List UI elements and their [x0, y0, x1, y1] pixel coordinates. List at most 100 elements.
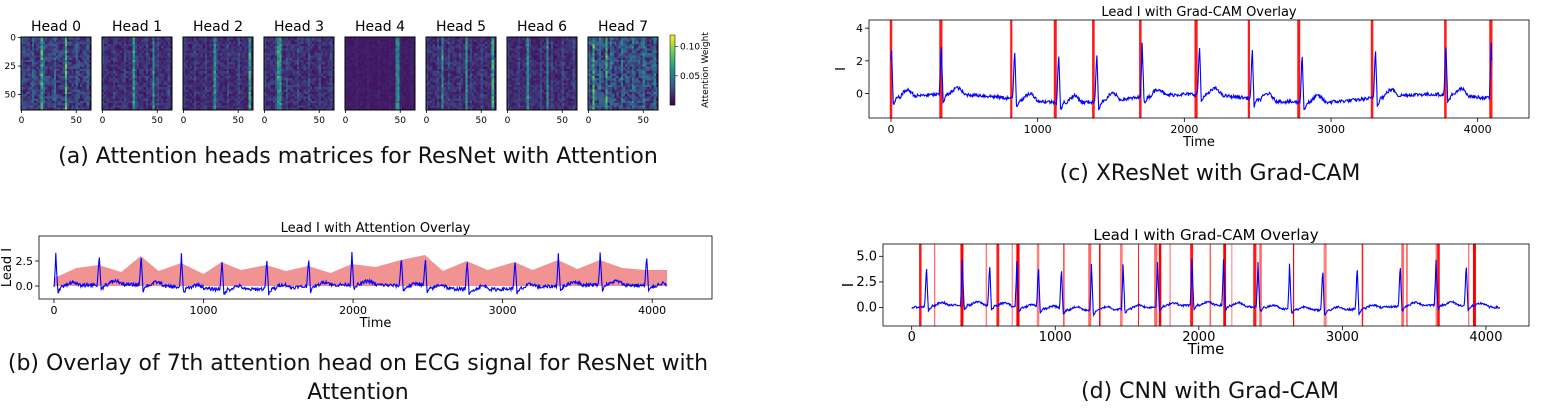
heatmap-cell — [34, 105, 37, 109]
heatmap-cell — [42, 62, 46, 65]
heatmap-cell — [200, 82, 203, 86]
heatmap-cell — [112, 46, 116, 49]
heatmap-cell — [303, 41, 306, 45]
heatmap-cell — [123, 94, 127, 97]
heatmap-cell — [165, 71, 168, 74]
heatmap-cell — [377, 41, 381, 45]
heatmap-cell — [117, 46, 120, 49]
heatmap-cell — [69, 55, 72, 58]
heatmap-cell — [246, 80, 249, 83]
heatmap-cell — [163, 52, 166, 56]
heatmap-cell — [204, 62, 208, 65]
heatmap-cell — [213, 64, 217, 67]
heatmap-cell — [117, 50, 120, 54]
heatmap-cell — [139, 64, 142, 67]
heatmap-cell — [137, 43, 140, 47]
heatmap-cell — [375, 71, 379, 74]
heatmap-cell — [193, 64, 197, 67]
heatmap-cell — [165, 48, 168, 51]
heatmap-cell — [268, 80, 271, 83]
heatmap-cell — [331, 39, 335, 42]
heatmap-cell — [71, 39, 74, 42]
heatmap-cell — [369, 80, 372, 83]
heatmap-cell — [130, 39, 133, 42]
heatmap-cell — [292, 98, 295, 102]
heatmap-cell — [152, 46, 155, 49]
heatmap-cell — [40, 48, 44, 51]
heatmap-cell — [377, 87, 381, 90]
heatmap-cell — [75, 71, 79, 74]
heatmap-cell — [191, 59, 195, 63]
heatmap-cell — [222, 98, 225, 102]
heatmap-cell — [279, 98, 282, 102]
heatmap-cell — [47, 107, 50, 111]
heatmap-cell — [132, 48, 136, 51]
heatmap-cell — [123, 37, 127, 40]
heatmap-cell — [29, 75, 33, 79]
heatmap-cell — [384, 39, 387, 42]
heatmap-cell — [329, 105, 333, 109]
heatmap-cell — [292, 39, 295, 42]
heatmap-cell — [154, 91, 157, 95]
heatmap-cell — [161, 48, 164, 51]
heatmap-cell — [163, 41, 166, 45]
heatmap-cell — [154, 55, 157, 58]
heatmap-cell — [71, 64, 74, 67]
heatmap-cell — [196, 46, 199, 49]
heatmap-cell — [123, 96, 127, 99]
heatmap-cell — [390, 84, 394, 88]
heatmap-cell — [248, 91, 252, 95]
heatmap-cell — [58, 55, 61, 58]
heatmap-cell — [233, 103, 236, 106]
heatmap-cell — [327, 59, 330, 63]
heatmap-cell — [167, 87, 171, 90]
heatmap-cell — [279, 75, 282, 79]
heatmap-cell — [193, 105, 197, 109]
heatmap-cell — [301, 55, 304, 58]
heatmap-cell — [27, 87, 31, 90]
heatmap-cell — [198, 52, 201, 56]
heatmap-cell — [27, 73, 31, 77]
heatmap-cell — [147, 57, 151, 61]
heatmap-cell — [66, 41, 70, 45]
heatmap-cell — [248, 100, 252, 104]
heatmap-cell — [228, 80, 232, 83]
heatmap-cell — [154, 89, 157, 93]
heatmap-cell — [51, 84, 55, 88]
heatmap-cell — [187, 48, 190, 51]
heatmap-cell — [104, 105, 107, 109]
heatmap-cell — [327, 107, 330, 111]
heatmap-cell — [108, 52, 112, 56]
heatmap-cell — [290, 75, 293, 79]
heatmap-cell — [49, 39, 52, 42]
heatmap-cell — [161, 73, 164, 77]
heatmap-cell — [154, 78, 157, 81]
heatmap-cell — [353, 91, 357, 95]
heatmap-cell — [75, 37, 79, 40]
heatmap-cell — [47, 43, 50, 47]
heatmap-cell — [231, 59, 234, 63]
heatmap-cell — [325, 66, 328, 70]
heatmap-cell — [246, 46, 249, 49]
heatmap-cell — [316, 89, 319, 93]
heatmap-cell — [281, 41, 284, 45]
heatmap-cell — [196, 96, 199, 99]
heatmap-cell — [62, 66, 66, 70]
heatmap-cell — [132, 87, 136, 90]
heatmap-cell — [226, 62, 230, 65]
heatmap-cell — [73, 62, 76, 65]
heatmap-cell — [355, 82, 359, 86]
heatmap-cell — [270, 98, 274, 102]
heatmap-cell — [412, 50, 416, 54]
x-tick-label: 50 — [71, 116, 83, 126]
heatmap-cell — [121, 73, 125, 77]
heatmap-cell — [360, 52, 363, 56]
heatmap-cell — [375, 52, 379, 56]
heatmap-cell — [134, 84, 138, 88]
heatmap-cell — [165, 91, 168, 95]
heatmap-cell — [202, 107, 206, 111]
heatmap-cell — [349, 59, 352, 63]
heatmap-cell — [215, 57, 219, 61]
heatmap-cell — [218, 78, 221, 81]
heatmap-cell — [224, 66, 228, 70]
